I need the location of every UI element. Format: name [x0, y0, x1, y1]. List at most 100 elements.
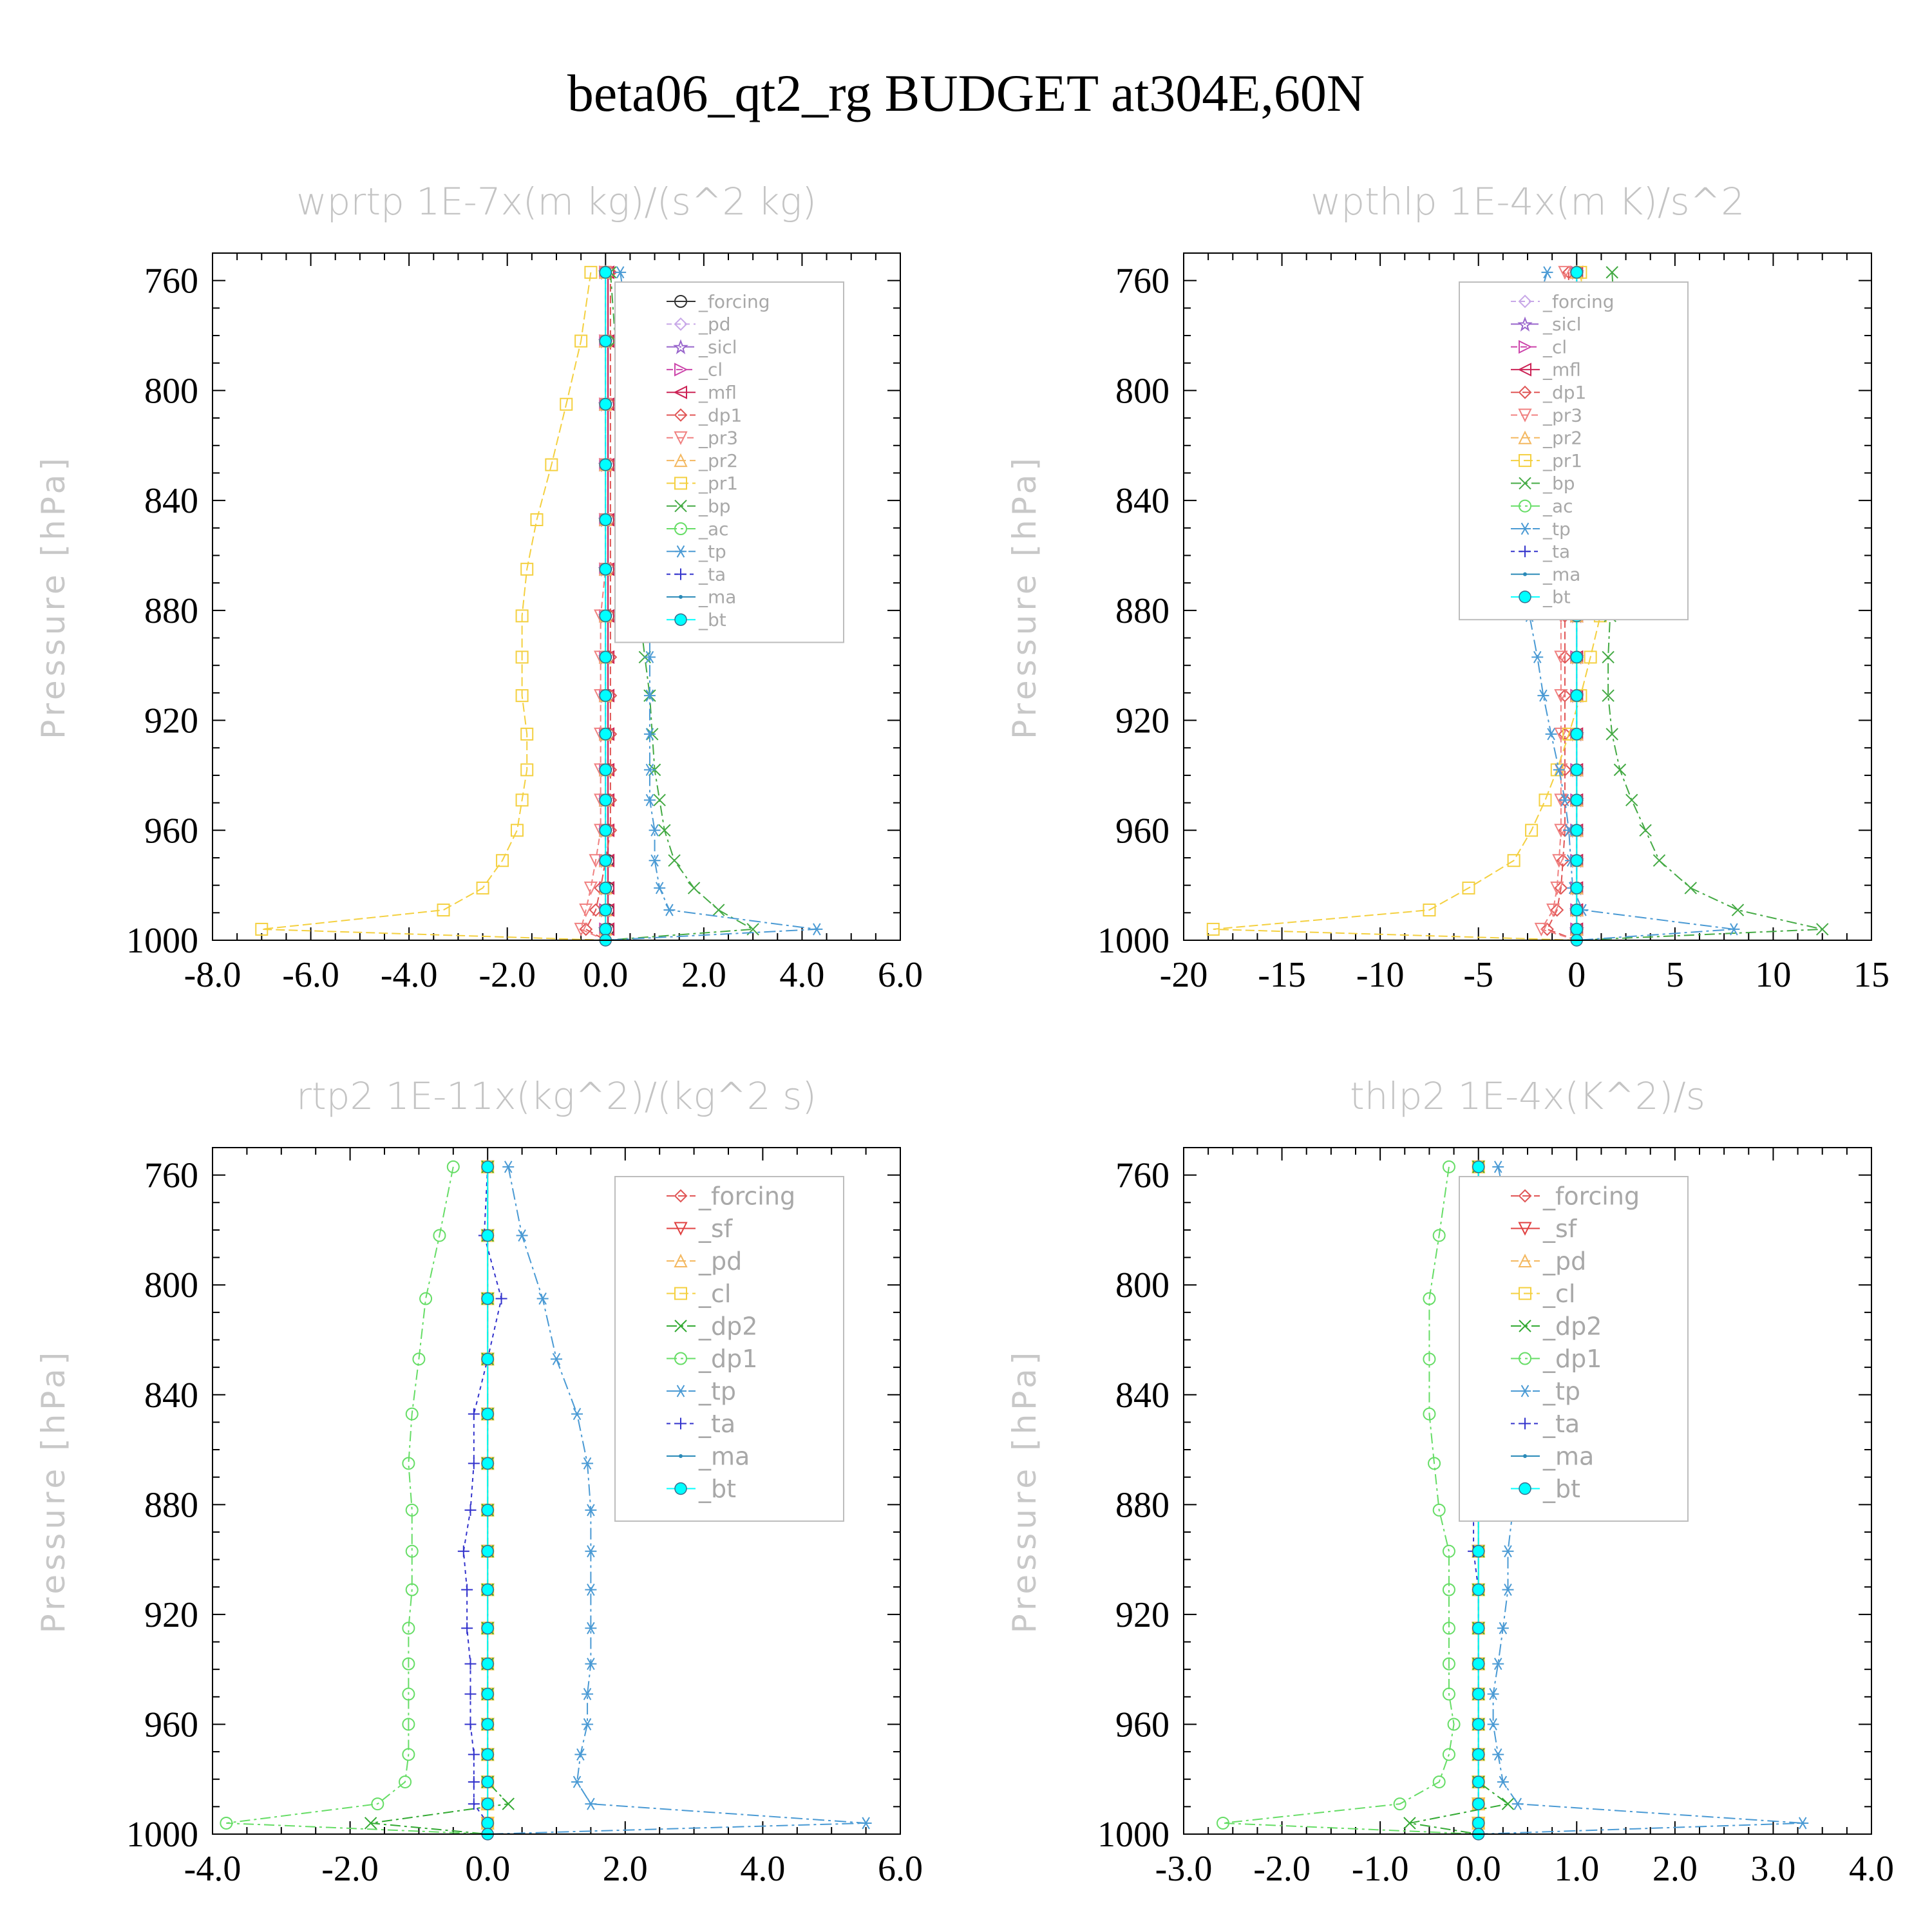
wpthlp-point-bp [1602, 650, 1615, 664]
wpthlp-point-bt [1570, 854, 1584, 867]
wprtp-legend-marker [674, 431, 688, 446]
thlp2-panel: thlp2 1E-4x(K^2)/s Pressure [hPa] 760 800 84… [1006, 1074, 1894, 1889]
wprtp-point-pr1 [545, 458, 558, 471]
thlp2-point-tp [1497, 1622, 1509, 1634]
wprtp-point-tp [663, 904, 676, 916]
wprtp-legend-label: _cl [698, 359, 723, 381]
wprtp-x-tick-label: -8.0 [184, 955, 242, 995]
rtp2-point-tp [551, 1352, 562, 1365]
thlp2-legend-marker [1519, 1417, 1531, 1430]
wpthlp-point-dp1 [1558, 688, 1572, 703]
thlp2-series-bt [1472, 1160, 1485, 1841]
thlp2-y-axis-label: Pressure [hPa] [1006, 1349, 1043, 1634]
thlp2-point-ac [1217, 1816, 1230, 1830]
wpthlp-point-bt [1570, 923, 1584, 936]
rtp2-series-line-ta [462, 1166, 502, 1834]
wpthlp-point-bt [1570, 650, 1584, 664]
rtp2-point-tp [582, 1688, 594, 1701]
thlp2-y-tick-label: 1000 [1097, 1815, 1170, 1855]
wpthlp-x-tick-label: -10 [1356, 955, 1405, 995]
rtp2-y-tick-label: 1000 [126, 1815, 198, 1855]
wprtp-point-tp [643, 763, 656, 776]
wprtp-point-pr1 [530, 513, 544, 526]
wprtp-y-tick-label: 1000 [126, 921, 198, 961]
wprtp-legend-label: _pr1 [698, 473, 738, 494]
rtp2-point-bt [481, 1687, 494, 1701]
wpthlp-point-dp1 [1550, 903, 1564, 917]
wprtp-legend-marker [674, 477, 687, 490]
wpthlp-point-bt [1570, 266, 1584, 279]
rtp2-y-tick-label: 960 [144, 1705, 198, 1745]
thlp2-point-dp2 [1403, 1817, 1416, 1830]
rtp2-legend-label: _bt [698, 1475, 736, 1503]
rtp2-legend-marker [674, 1253, 688, 1267]
wprtp-legend-label: _bt [698, 609, 726, 630]
rtp2-point-tp [582, 1718, 594, 1730]
rtp2-y-tick-label: 840 [144, 1376, 198, 1416]
thlp2-legend-label: _ma [1542, 1442, 1594, 1470]
rtp2-point-tp [502, 1160, 515, 1173]
figure-title: beta06_qt2_rg BUDGET at304E,60N [567, 64, 1365, 122]
wprtp-point-pr1 [574, 334, 588, 348]
wpthlp-x-tick-label: -20 [1160, 955, 1208, 995]
rtp2-legend-box [614, 1176, 844, 1522]
wpthlp-point-pr3 [1534, 922, 1548, 937]
wprtp-point-pr3 [589, 854, 603, 868]
wprtp-y-tick-label: 920 [144, 701, 198, 741]
wpthlp-series-line-bp [1577, 272, 1823, 941]
rtp2-point-ta [464, 1688, 477, 1700]
rtp2-point-bt [481, 1776, 494, 1788]
wprtp-point-bp [658, 824, 671, 837]
wpthlp-point-pr3 [1558, 265, 1572, 280]
rtp2-point-dp2 [502, 1797, 515, 1810]
wprtp-legend-marker [673, 339, 688, 355]
wprtp-point-pr1 [560, 397, 573, 411]
rtp2-y-tick-label: 800 [144, 1265, 198, 1305]
wprtp-point-pr1 [515, 609, 529, 623]
thlp2-y-tick-label: 840 [1115, 1376, 1170, 1416]
wprtp-point-bt [599, 563, 612, 576]
thlp2-x-tick-label: 1.0 [1554, 1849, 1599, 1889]
wprtp-point-tp [614, 266, 627, 279]
wprtp-point-bt [599, 882, 612, 895]
rtp2-series-tp [488, 1160, 872, 1835]
wpthlp-y-tick-label: 920 [1115, 701, 1170, 741]
thlp2-point-ac [1432, 1775, 1446, 1788]
rtp2-point-tp [571, 1776, 583, 1788]
rtp2-point-bt [481, 1797, 494, 1810]
wprtp-point-pr1 [584, 265, 598, 279]
wprtp-legend-marker [674, 499, 687, 513]
thlp2-x-tick-label: 4.0 [1849, 1849, 1894, 1889]
thlp2-x-tick-label: 2.0 [1653, 1849, 1698, 1889]
wpthlp-legend-label: _forcing [1542, 291, 1615, 312]
thlp2-y-tick-label: 880 [1115, 1485, 1170, 1525]
rtp2-point-tp [582, 1457, 594, 1470]
thlp2-legend-marker [1519, 1482, 1531, 1495]
thlp2-legend-label: _forcing [1542, 1182, 1640, 1210]
rtp2-point-bt [481, 1718, 494, 1731]
wpthlp-point-bt [1570, 763, 1584, 777]
wprtp-point-pr1 [515, 793, 529, 807]
wprtp-point-pr3 [574, 922, 588, 937]
rtp2-point-ac [419, 1292, 433, 1305]
rtp2-point-ac [371, 1797, 384, 1811]
wprtp-point-bt [599, 854, 612, 867]
rtp2-point-tp [585, 1797, 597, 1810]
rtp2-point-ac [402, 1748, 415, 1761]
thlp2-x-tick-label: 0.0 [1456, 1849, 1501, 1889]
thlp2-legend-marker [1518, 1222, 1532, 1236]
thlp2-point-bt [1472, 1687, 1485, 1701]
thlp2-point-dp2 [1501, 1797, 1515, 1810]
rtp2-legend-label: _sf [698, 1215, 734, 1243]
wpthlp-point-pr1 [1206, 922, 1220, 936]
wpthlp-point-bt [1570, 824, 1584, 837]
wprtp-panel-title: wprtp 1E-7x(m kg)/(s^2 kg) [296, 180, 817, 223]
rtp2-y-tick-label: 880 [144, 1485, 198, 1525]
wpthlp-legend-label: _pr1 [1542, 450, 1582, 471]
rtp2-legend-marker [674, 1482, 687, 1495]
thlp2-point-ac [1442, 1657, 1455, 1671]
rtp2-point-ta [468, 1457, 480, 1470]
wpthlp-point-bp [1731, 904, 1745, 916]
thlp2-point-tp [1797, 1817, 1809, 1830]
rtp2-legend-marker [675, 1385, 687, 1397]
